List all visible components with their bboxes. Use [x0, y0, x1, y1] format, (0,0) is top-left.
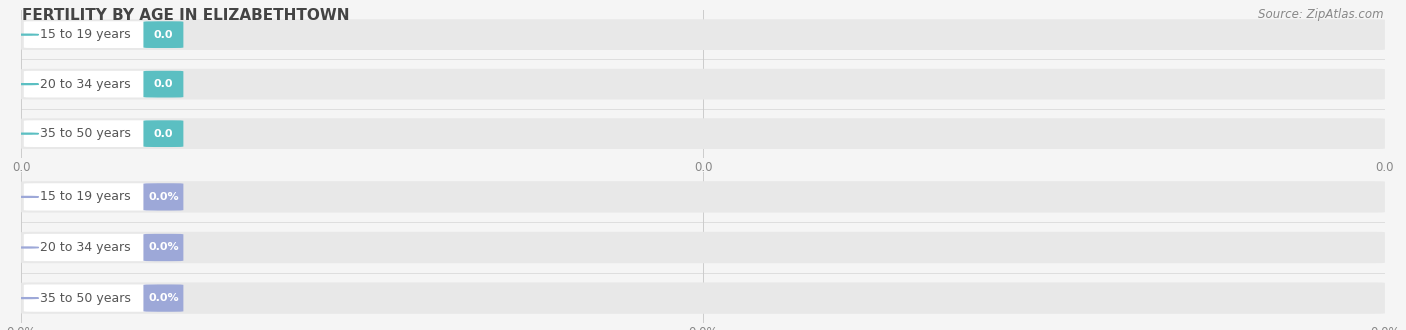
Text: 0.0%: 0.0% [148, 293, 179, 303]
FancyBboxPatch shape [21, 282, 1385, 314]
Text: 0.0: 0.0 [153, 129, 173, 139]
FancyBboxPatch shape [21, 19, 1385, 50]
Circle shape [14, 34, 38, 35]
Circle shape [14, 196, 38, 197]
Text: 15 to 19 years: 15 to 19 years [39, 28, 131, 41]
Text: 0.0%: 0.0% [148, 192, 179, 202]
FancyBboxPatch shape [21, 69, 1385, 100]
Text: 0.0: 0.0 [153, 79, 173, 89]
Text: 0.0: 0.0 [153, 30, 173, 40]
FancyBboxPatch shape [21, 118, 1385, 149]
FancyBboxPatch shape [24, 120, 157, 147]
FancyBboxPatch shape [21, 181, 1385, 213]
FancyBboxPatch shape [143, 183, 183, 211]
Text: FERTILITY BY AGE IN ELIZABETHTOWN: FERTILITY BY AGE IN ELIZABETHTOWN [22, 8, 350, 23]
Text: Source: ZipAtlas.com: Source: ZipAtlas.com [1258, 8, 1384, 21]
Circle shape [14, 298, 38, 299]
FancyBboxPatch shape [24, 284, 157, 312]
FancyBboxPatch shape [24, 21, 157, 48]
FancyBboxPatch shape [21, 232, 1385, 263]
Text: 35 to 50 years: 35 to 50 years [39, 292, 131, 305]
Circle shape [14, 247, 38, 248]
FancyBboxPatch shape [143, 21, 183, 48]
FancyBboxPatch shape [143, 71, 183, 98]
FancyBboxPatch shape [143, 234, 183, 261]
Circle shape [14, 133, 38, 134]
FancyBboxPatch shape [143, 120, 183, 147]
Text: 35 to 50 years: 35 to 50 years [39, 127, 131, 140]
FancyBboxPatch shape [24, 234, 157, 261]
Text: 0.0%: 0.0% [148, 243, 179, 252]
FancyBboxPatch shape [24, 183, 157, 211]
FancyBboxPatch shape [143, 284, 183, 312]
Text: 15 to 19 years: 15 to 19 years [39, 190, 131, 203]
FancyBboxPatch shape [24, 71, 157, 98]
Text: 20 to 34 years: 20 to 34 years [39, 78, 131, 91]
Text: 20 to 34 years: 20 to 34 years [39, 241, 131, 254]
